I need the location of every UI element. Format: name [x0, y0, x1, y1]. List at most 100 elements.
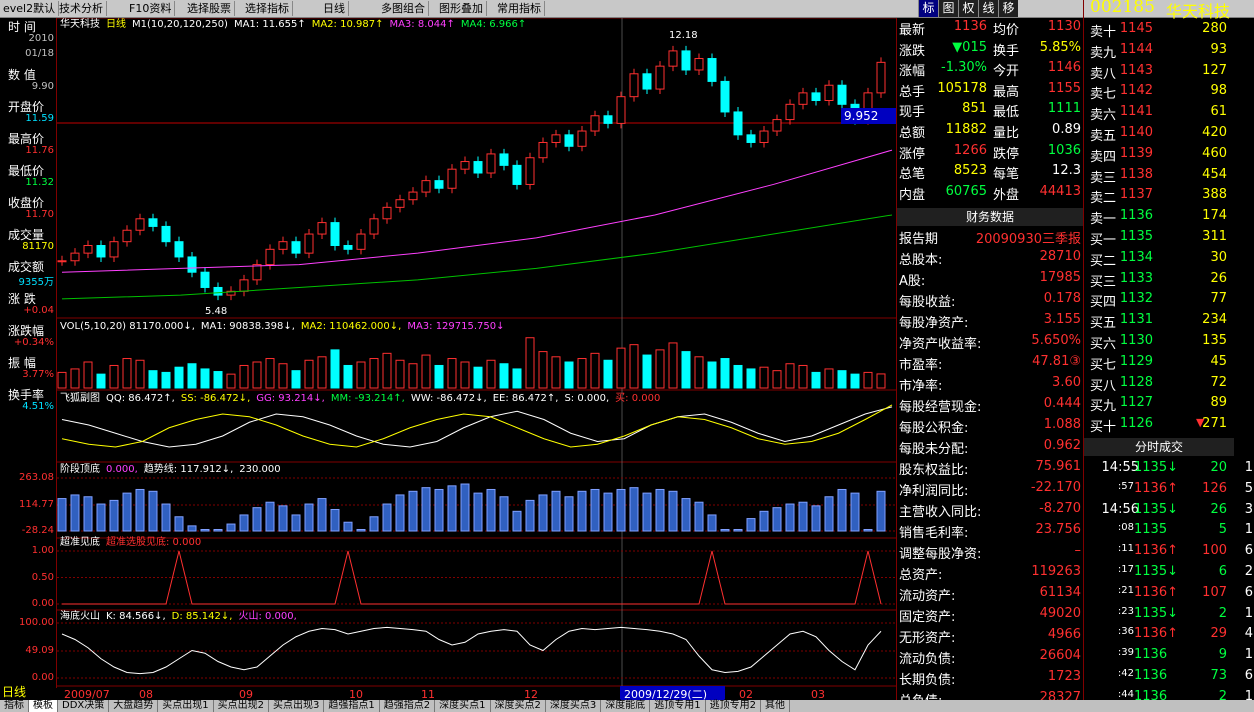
book-label: 买六	[1090, 337, 1117, 352]
tab[interactable]: 趋强指点1	[324, 700, 380, 712]
stage-bar	[330, 508, 340, 532]
quote-value: ▼015	[952, 39, 987, 55]
stage-bar	[382, 503, 392, 532]
tab[interactable]: 趋强指点2	[380, 700, 436, 712]
toolbar-button[interactable]: 图形叠加	[436, 1, 487, 16]
volume-bar	[772, 370, 782, 389]
candle	[395, 199, 405, 208]
tick-price: 1135↓	[1134, 564, 1178, 579]
tab[interactable]: 指标	[0, 700, 29, 712]
stage-bar	[408, 490, 418, 532]
candle	[564, 134, 574, 147]
tab[interactable]: 大盘趋势	[109, 700, 159, 712]
finance-label: 每股经营现金:	[899, 400, 982, 415]
candle	[538, 141, 548, 159]
panel-header: SS: -86.472↓,	[181, 393, 250, 404]
finance-label: A股:	[899, 274, 926, 289]
tab-bar: 指标 模板 DDX决策 大盘趋势 买点出现1 买点出现2 买点出现3 趋强指点1 趋强指点2 深度…	[0, 700, 1254, 712]
stage-bar	[486, 488, 496, 532]
volume-bar	[720, 358, 730, 389]
quote-value: -1.30%	[941, 60, 987, 76]
volume-bar	[785, 363, 795, 389]
candle	[83, 245, 93, 254]
ma3-line	[61, 149, 893, 273]
tab[interactable]: 买点出现2	[214, 700, 270, 712]
toolbar-icon[interactable]: 标	[918, 0, 938, 17]
quote-label: 涨跌	[899, 43, 926, 59]
toolbar-icon[interactable]: 图	[938, 0, 958, 17]
finance-value: 23.756	[1035, 522, 1082, 537]
book-price: 1129	[1119, 353, 1153, 369]
tab[interactable]: 买点出现1	[158, 700, 214, 712]
toolbar-icon[interactable]: 线	[978, 0, 998, 17]
volume-bar	[317, 356, 327, 389]
toolbar-button[interactable]: 选择指标	[242, 1, 293, 16]
tab[interactable]: 逃顶专用2	[706, 700, 762, 712]
book-price: 1128	[1119, 374, 1153, 390]
volume-bar	[304, 359, 314, 389]
tab[interactable]: DDX决策	[58, 700, 110, 712]
book-label: 卖十	[1090, 25, 1117, 40]
toolbar-icon[interactable]: 移	[998, 0, 1018, 17]
tab[interactable]: 深度买点3	[546, 700, 602, 712]
y-tick-label: 0.50	[31, 571, 54, 583]
toolbar-button[interactable]: 日线	[320, 1, 349, 16]
candle	[330, 222, 340, 247]
toolbar-button[interactable]: F10资料	[126, 1, 176, 16]
panel-header: 飞狐副图	[60, 391, 100, 404]
tab[interactable]: 深度买点1	[435, 700, 491, 712]
tick-price: 1135	[1134, 522, 1168, 538]
candle	[746, 134, 756, 143]
volume-bar	[577, 358, 587, 389]
stage-bar	[434, 488, 444, 532]
toolbar-button[interactable]: 常用指标	[494, 1, 545, 16]
tab[interactable]: 深度能底	[601, 700, 651, 712]
finance-value: 5.650%	[1031, 333, 1081, 348]
book-volume: 45	[1210, 353, 1227, 369]
tab[interactable]: 逃顶专用1	[650, 700, 706, 712]
tab[interactable]: 模板	[29, 700, 58, 712]
toolbar-button[interactable]: 多图组合	[378, 1, 429, 16]
bottom-line	[62, 550, 882, 605]
tick-time: :36	[1117, 626, 1134, 638]
tab[interactable]: 其他	[761, 700, 791, 712]
toolbar-icon[interactable]: 权	[958, 0, 978, 17]
volume-bar	[200, 368, 210, 389]
tick-volume: 5	[1218, 522, 1227, 538]
stage-bar	[837, 488, 847, 532]
tab[interactable]: 深度买点2	[491, 700, 546, 712]
book-label: 买八	[1090, 378, 1117, 394]
stage-bar	[603, 492, 613, 532]
sidebar-value: 11.59	[25, 113, 54, 124]
tick-count: 6	[1244, 543, 1253, 559]
candle	[434, 180, 444, 189]
book-price: 1138	[1119, 166, 1153, 182]
candle	[824, 84, 834, 101]
book-volume: 420	[1202, 125, 1227, 140]
stage-bar	[135, 488, 145, 532]
tab[interactable]: 买点出现3	[269, 700, 325, 712]
toolbar-button[interactable]: 技术分析	[56, 1, 107, 16]
toolbar-button[interactable]: evel2默认	[0, 1, 60, 16]
volume-bar	[382, 352, 392, 389]
candle	[694, 58, 704, 71]
stage-bar	[343, 521, 353, 532]
tick-price: 1136↑	[1134, 584, 1178, 600]
book-volume: 89	[1210, 395, 1227, 411]
tick-volume: 29	[1210, 626, 1227, 642]
sidebar-value: 4.51%	[22, 401, 54, 412]
stage-bar	[824, 496, 834, 532]
candle	[187, 256, 197, 273]
finance-label: 长期负债:	[899, 673, 956, 688]
finance-label: 流动负债:	[899, 652, 956, 667]
book-label: 买二	[1090, 253, 1117, 269]
sidebar-label: 最高价	[8, 132, 45, 146]
price-label-box	[841, 108, 896, 124]
toolbar-button[interactable]: 选择股票	[184, 1, 235, 16]
sidebar-label: 开盘价	[8, 100, 45, 114]
sidebar-label: 成交额	[8, 260, 45, 274]
book-price: 1140	[1119, 125, 1153, 140]
quote-value: 8523	[953, 163, 987, 179]
tick-volume: 6	[1218, 564, 1227, 579]
book-price: 1144	[1119, 41, 1153, 57]
